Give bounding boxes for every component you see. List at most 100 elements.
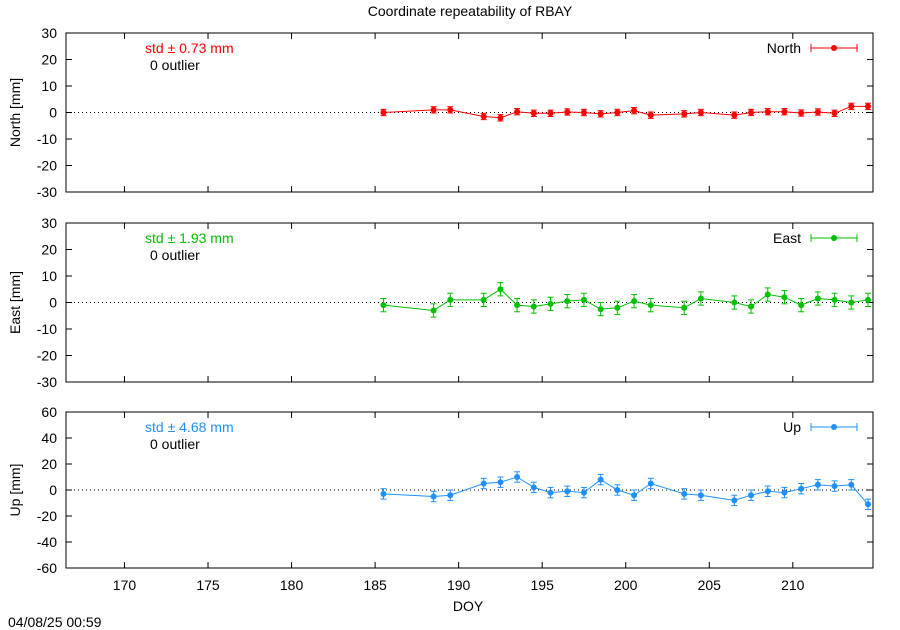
north-data-point — [447, 106, 454, 113]
north-data-point — [748, 109, 755, 116]
east-data-point — [597, 306, 604, 313]
north-data-point — [480, 113, 487, 120]
xtick-label: 205 — [698, 577, 722, 593]
north-data-point — [798, 110, 805, 117]
north-panel: -30 -20 -10 0 10 20 30 North [mm] std ± 0.73 mm0… — [7, 25, 874, 200]
east-ytick-label: 10 — [41, 268, 57, 284]
east-legend-marker — [831, 235, 837, 241]
up-data-point — [380, 490, 387, 497]
up-frame — [65, 411, 874, 569]
north-data-point — [731, 112, 738, 119]
east-data-point — [564, 298, 571, 305]
north-series — [380, 102, 871, 122]
east-data-point — [631, 298, 638, 305]
north-frame — [65, 32, 874, 193]
north-data-point — [564, 108, 571, 115]
east-data-point — [530, 303, 537, 310]
east-y-axis-title: East [mm] — [7, 271, 23, 334]
up-data-point — [530, 484, 537, 491]
east-data-point — [480, 296, 487, 303]
east-data-point — [497, 286, 504, 293]
north-ytick-label: 30 — [41, 25, 57, 41]
east-data-point — [447, 296, 454, 303]
up-data-point — [798, 485, 805, 492]
up-ytick-label: -60 — [37, 560, 57, 576]
north-y-axis-title: North [mm] — [7, 78, 23, 147]
east-ytick-label: -30 — [37, 374, 57, 390]
east-data-point — [814, 295, 821, 302]
north-ytick-label: -10 — [37, 131, 57, 147]
north-data-point — [597, 110, 604, 117]
up-ytick-label: 0 — [49, 482, 57, 498]
up-data-point — [647, 480, 654, 487]
north-data-point — [764, 108, 771, 115]
up-data-point — [447, 492, 454, 499]
north-outlier-label: 0 outlier — [150, 57, 200, 73]
east-ytick-label: 30 — [41, 215, 57, 231]
north-data-point — [697, 109, 704, 116]
east-data-point — [781, 294, 788, 301]
east-data-point — [864, 296, 871, 303]
east-data-point — [514, 302, 521, 309]
east-data-point — [380, 302, 387, 309]
up-panel: -60 -40 -20 0 20 40 60 170 175 180 185 190 195 200 205… — [7, 404, 874, 593]
up-ytick-label: -40 — [37, 534, 57, 550]
up-data-point — [681, 490, 688, 497]
x-axis-title: DOY — [453, 598, 484, 614]
east-data-point — [547, 300, 554, 307]
east-data-point — [798, 302, 805, 309]
timestamp: 04/08/25 00:59 — [8, 614, 102, 630]
east-series — [380, 282, 871, 318]
up-data-point — [547, 489, 554, 496]
north-data-point — [430, 106, 437, 113]
east-data-point — [764, 291, 771, 298]
up-data-point — [631, 492, 638, 499]
east-ytick-label: -10 — [37, 321, 57, 337]
up-legend-label: Up — [783, 419, 801, 435]
east-data-point — [681, 304, 688, 311]
up-data-point — [848, 481, 855, 488]
north-series-line — [383, 105, 868, 119]
north-data-point — [631, 107, 638, 114]
east-legend-label: East — [773, 230, 801, 246]
east-data-point — [731, 299, 738, 306]
north-data-point — [864, 103, 871, 110]
up-data-point — [731, 497, 738, 504]
north-data-point — [530, 110, 537, 117]
up-y-axis-title: Up [mm] — [7, 464, 23, 517]
east-data-point — [748, 303, 755, 310]
xtick-label: 200 — [614, 577, 638, 593]
north-ytick-label: 0 — [49, 105, 57, 121]
north-ytick-label: 10 — [41, 78, 57, 94]
east-ytick-label: -20 — [37, 348, 57, 364]
up-data-point — [781, 489, 788, 496]
chart-title: Coordinate repeatability of RBAY — [368, 3, 573, 19]
north-data-point — [614, 109, 621, 116]
up-data-point — [864, 501, 871, 508]
up-series-line — [383, 476, 869, 505]
east-data-point — [697, 295, 704, 302]
up-series — [380, 471, 871, 510]
north-legend-marker — [831, 45, 837, 51]
north-data-point — [831, 110, 838, 117]
xtick-label: 190 — [447, 577, 471, 593]
up-data-point — [580, 489, 587, 496]
north-data-point — [647, 112, 654, 119]
up-ytick-label: 20 — [41, 456, 57, 472]
up-legend-marker — [831, 424, 837, 430]
up-ytick-label: 60 — [41, 404, 57, 420]
north-data-point — [848, 103, 855, 110]
east-std-label: std ± 1.93 mm — [145, 230, 234, 246]
east-data-point — [614, 304, 621, 311]
east-ytick-label: 20 — [41, 242, 57, 258]
up-data-point — [614, 487, 621, 493]
north-data-point — [681, 110, 688, 117]
up-data-point — [748, 492, 755, 499]
xtick-label: 170 — [113, 577, 137, 593]
east-outlier-label: 0 outlier — [150, 247, 200, 263]
east-data-point — [430, 307, 437, 314]
east-data-point — [580, 296, 587, 303]
up-data-point — [514, 474, 521, 480]
up-data-point — [764, 488, 771, 495]
up-data-point — [697, 492, 704, 499]
